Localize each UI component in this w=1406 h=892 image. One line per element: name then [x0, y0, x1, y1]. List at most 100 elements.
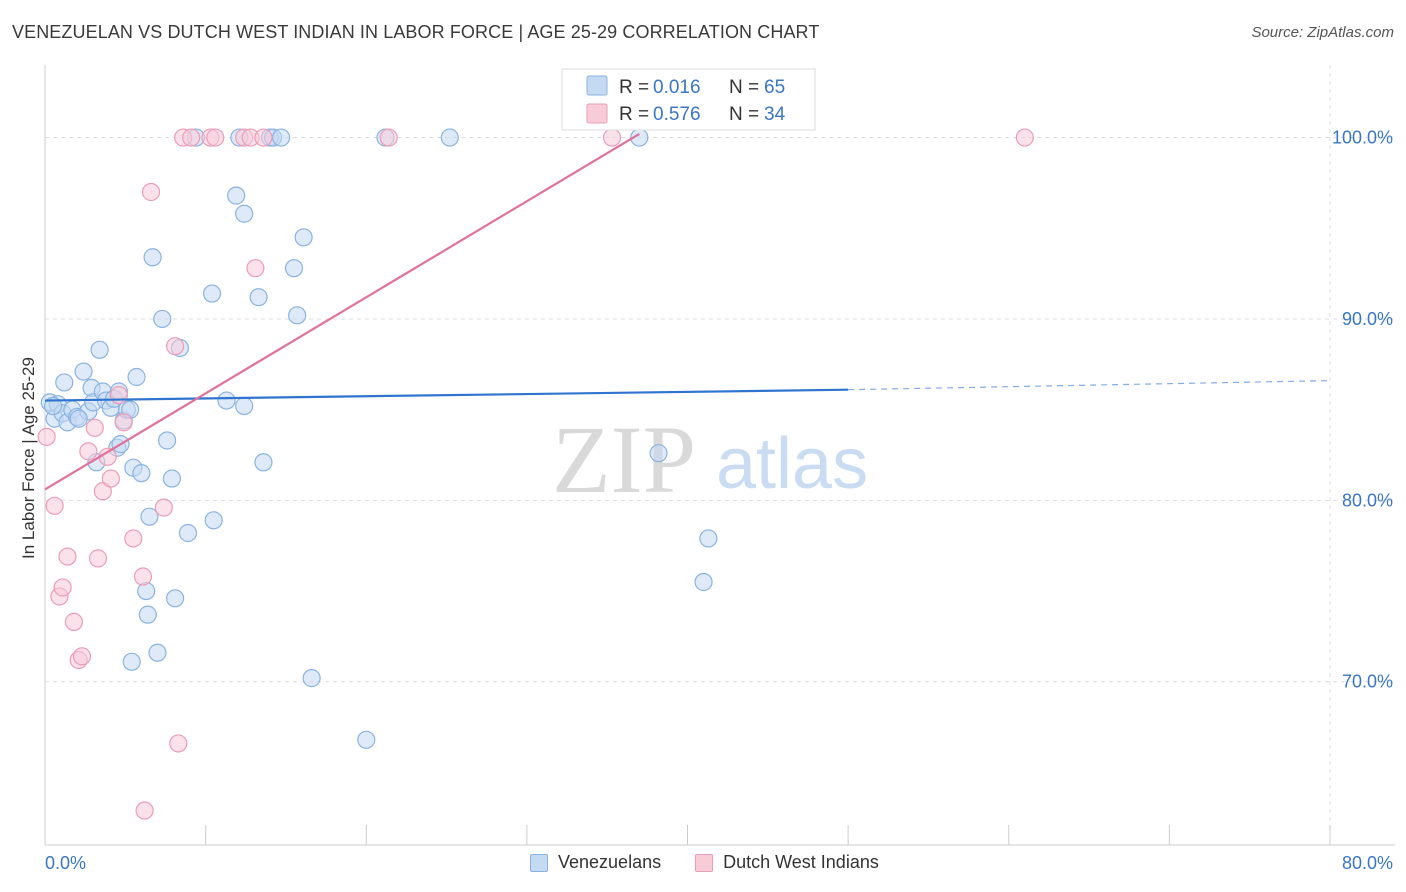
point-venezuelans	[127, 367, 146, 387]
point-venezuelans	[138, 605, 157, 624]
legend-swatch-venezuelans	[586, 75, 608, 96]
point-venezuelans	[699, 529, 718, 548]
point-dutch-west-indians	[114, 413, 133, 432]
point-venezuelans	[227, 186, 246, 205]
bottom-legend-item-dutch-west-indians: Dutch West Indians	[695, 852, 879, 873]
y-tick-label: 100.0%	[1332, 128, 1393, 148]
legend-r-value-venezuelans: 0.016	[653, 77, 701, 98]
point-dutch-west-indians	[246, 259, 265, 278]
legend-n-value-venezuelans: 65	[764, 77, 785, 98]
x-tick-label-min: 0.0%	[45, 853, 86, 873]
trendline-dutch-west-indians	[44, 132, 640, 491]
point-venezuelans	[143, 248, 162, 267]
point-dutch-west-indians	[166, 337, 185, 356]
chart-title: VENEZUELAN VS DUTCH WEST INDIAN IN LABOR…	[12, 22, 820, 42]
point-venezuelans	[217, 391, 236, 410]
point-venezuelans	[74, 362, 93, 381]
svg-text:R = 0.016 N =: R = 0.016 N = 65	[619, 77, 785, 98]
bottom-legend-label-venezuelans: Venezuelans	[558, 852, 662, 872]
point-dutch-west-indians	[124, 529, 143, 548]
bottom-legend-label-dutch-west-indians: Dutch West Indians	[723, 852, 879, 872]
point-venezuelans	[694, 572, 713, 592]
y-tick-label: 90.0%	[1342, 309, 1393, 329]
point-dutch-west-indians	[45, 496, 64, 515]
legend-box: R = 0.016 N = 65 R = 0.576 N = 34	[561, 68, 816, 131]
trend-layer	[44, 132, 1331, 491]
y-axis-label: In Labor Force | Age 25-29	[19, 357, 38, 559]
point-venezuelans	[122, 652, 141, 671]
bottom-legend-swatch-venezuelans	[530, 853, 548, 872]
point-dutch-west-indians	[379, 128, 398, 147]
point-venezuelans	[357, 730, 376, 749]
point-venezuelans	[288, 306, 307, 325]
point-venezuelans	[235, 204, 254, 223]
point-venezuelans	[649, 444, 668, 463]
points-layer	[37, 128, 1034, 820]
legend-swatch-dutch-west-indians	[586, 103, 608, 124]
point-venezuelans	[202, 284, 222, 303]
point-venezuelans	[153, 309, 172, 329]
point-venezuelans	[157, 431, 177, 450]
point-venezuelans	[440, 128, 459, 147]
point-dutch-west-indians	[141, 182, 161, 202]
trendline-venezuelans	[44, 388, 849, 402]
point-venezuelans	[204, 511, 223, 530]
point-venezuelans	[249, 288, 268, 307]
point-dutch-west-indians	[85, 418, 104, 437]
point-dutch-west-indians	[72, 647, 92, 666]
trendline-venezuelans-extension	[848, 380, 1331, 391]
bottom-legend: Venezuelans Dutch West Indians	[530, 852, 879, 873]
point-dutch-west-indians	[154, 498, 173, 517]
point-venezuelans	[302, 669, 321, 688]
point-venezuelans	[254, 453, 273, 472]
x-tick-label-max: 80.0%	[1342, 853, 1393, 873]
point-venezuelans	[272, 128, 291, 147]
point-dutch-west-indians	[101, 469, 120, 488]
point-dutch-west-indians	[182, 128, 201, 147]
legend-r-label-1: R =	[619, 77, 649, 98]
point-venezuelans	[90, 340, 109, 359]
point-dutch-west-indians	[1015, 128, 1034, 147]
legend-n-label-2: N =	[729, 104, 759, 125]
point-venezuelans	[148, 643, 167, 662]
bottom-legend-swatch-dutch-west-indians	[695, 853, 714, 872]
point-dutch-west-indians	[88, 549, 108, 568]
point-dutch-west-indians	[53, 578, 72, 597]
chart-source: Source: ZipAtlas.com	[1251, 24, 1394, 41]
watermark-zip: ZIP	[552, 406, 696, 513]
legend-r-label-2: R =	[619, 104, 649, 125]
point-dutch-west-indians	[254, 128, 273, 147]
point-dutch-west-indians	[37, 427, 56, 446]
point-venezuelans	[43, 396, 63, 416]
point-dutch-west-indians	[58, 547, 77, 566]
point-dutch-west-indians	[169, 734, 188, 753]
watermark-atlas: atlas	[716, 424, 868, 504]
y-tick-label: 70.0%	[1342, 672, 1393, 692]
point-venezuelans	[294, 228, 313, 247]
legend-r-value-dutch-west-indians: 0.576	[653, 104, 701, 125]
point-dutch-west-indians	[206, 128, 225, 147]
svg-text:R = 0.576 N =: R = 0.576 N = 34	[619, 104, 786, 125]
point-venezuelans	[284, 259, 304, 278]
point-venezuelans	[235, 396, 254, 416]
point-dutch-west-indians	[135, 801, 154, 820]
point-dutch-west-indians	[133, 567, 153, 586]
point-dutch-west-indians	[79, 442, 98, 461]
point-venezuelans	[55, 373, 74, 392]
legend-n-label-1: N =	[729, 77, 759, 98]
point-dutch-west-indians	[64, 612, 84, 631]
point-venezuelans	[162, 469, 181, 488]
bottom-legend-item-venezuelans: Venezuelans	[530, 852, 661, 873]
point-venezuelans	[69, 409, 88, 428]
point-venezuelans	[140, 507, 159, 526]
axes-layer: 70.0% 80.0% 90.0% 100.0% 0.0% 80.0%	[44, 65, 1395, 873]
point-dutch-west-indians	[602, 128, 622, 147]
point-venezuelans	[166, 589, 185, 608]
point-dutch-west-indians	[109, 386, 128, 405]
legend-n-value-dutch-west-indians: 34	[764, 104, 786, 125]
watermark: ZIP atlas	[552, 406, 868, 513]
point-venezuelans	[132, 464, 151, 483]
y-tick-label: 80.0%	[1342, 490, 1393, 510]
point-venezuelans	[178, 523, 198, 543]
